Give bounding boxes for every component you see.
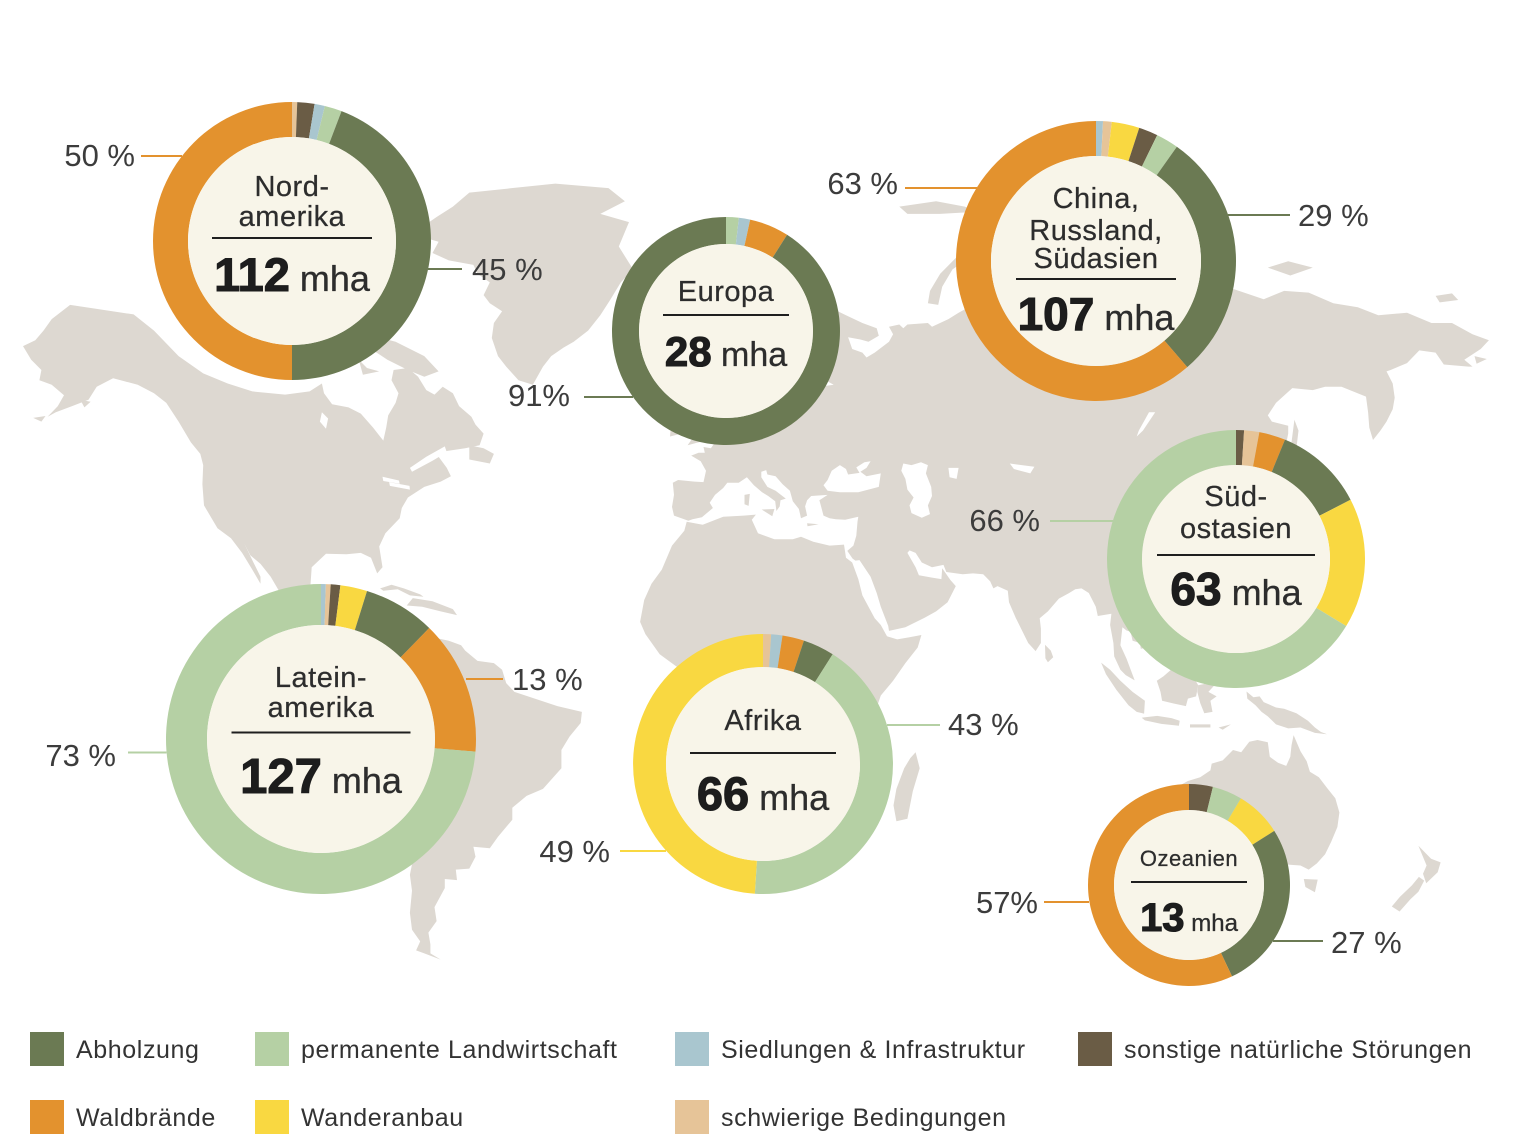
svg-text:Südasien: Südasien — [1034, 243, 1159, 275]
svg-text:27 %: 27 % — [1331, 925, 1402, 960]
svg-text:sonstige natürliche Störungen: sonstige natürliche Störungen — [1124, 1036, 1472, 1064]
svg-text:Ozeanien: Ozeanien — [1140, 846, 1238, 871]
svg-text:112 mha: 112 mha — [214, 248, 371, 301]
svg-text:13 %: 13 % — [512, 662, 583, 697]
svg-text:57%: 57% — [976, 885, 1038, 920]
svg-text:Nord-: Nord- — [254, 171, 329, 203]
svg-text:127 mha: 127 mha — [240, 750, 403, 804]
svg-text:Abholzung: Abholzung — [76, 1036, 200, 1064]
svg-text:ostasien: ostasien — [1180, 513, 1292, 545]
svg-text:66 %: 66 % — [969, 503, 1040, 538]
svg-text:29 %: 29 % — [1298, 198, 1369, 233]
svg-text:Latein-: Latein- — [275, 662, 367, 694]
svg-text:28 mha: 28 mha — [665, 328, 787, 375]
svg-text:amerika: amerika — [268, 692, 375, 724]
svg-text:schwierige Bedingungen: schwierige Bedingungen — [721, 1104, 1007, 1132]
svg-text:Afrika: Afrika — [724, 705, 802, 737]
svg-text:China,: China, — [1053, 183, 1140, 215]
svg-text:73 %: 73 % — [45, 738, 116, 773]
svg-text:63 %: 63 % — [827, 166, 898, 201]
svg-text:91%: 91% — [508, 378, 570, 413]
svg-text:Russland,: Russland, — [1029, 215, 1162, 247]
svg-text:66 mha: 66 mha — [697, 767, 830, 820]
svg-text:Süd-: Süd- — [1204, 481, 1267, 513]
svg-text:permanente Landwirtschaft: permanente Landwirtschaft — [301, 1036, 618, 1064]
svg-text:50 %: 50 % — [64, 138, 135, 173]
svg-text:13 mha: 13 mha — [1140, 896, 1239, 940]
svg-text:43 %: 43 % — [948, 707, 1019, 742]
svg-text:amerika: amerika — [239, 201, 346, 233]
svg-text:Wanderanbau: Wanderanbau — [301, 1104, 464, 1132]
svg-text:Waldbrände: Waldbrände — [76, 1104, 216, 1132]
svg-text:45 %: 45 % — [472, 252, 543, 287]
svg-text:107 mha: 107 mha — [1018, 288, 1176, 340]
svg-text:63 mha: 63 mha — [1170, 563, 1302, 615]
svg-text:49 %: 49 % — [539, 834, 610, 869]
svg-text:Europa: Europa — [678, 276, 775, 308]
svg-text:Siedlungen & Infrastruktur: Siedlungen & Infrastruktur — [721, 1036, 1026, 1064]
